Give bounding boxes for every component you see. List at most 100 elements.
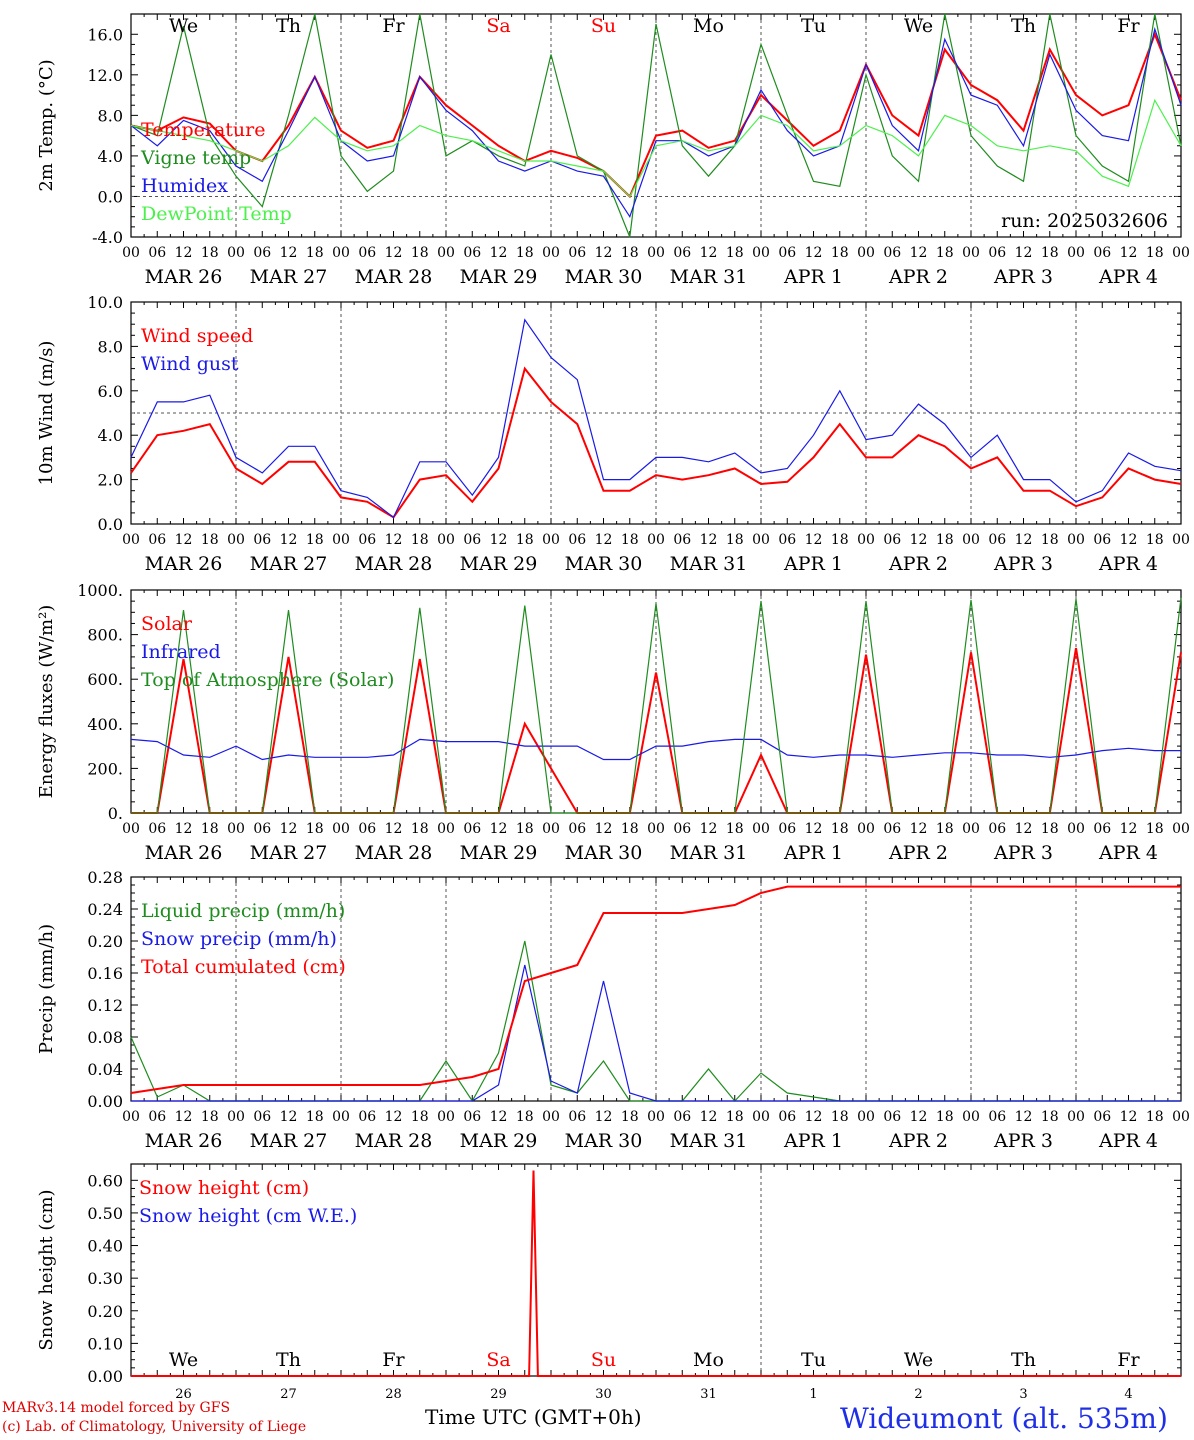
hour-label: 06 (988, 245, 1006, 261)
date-label: MAR 27 (250, 553, 328, 575)
hour-label: 06 (778, 532, 796, 548)
series-line (130, 885, 1181, 1094)
hour-label: 06 (568, 245, 586, 261)
hour-label: 18 (936, 245, 954, 261)
hour-label: 06 (358, 1109, 376, 1125)
hour-label: 18 (1146, 532, 1164, 548)
date-label: MAR 27 (250, 842, 328, 864)
date-label: MAR 26 (145, 842, 223, 864)
series-line (130, 98, 1182, 198)
y-tick-label: 0.0 (98, 515, 123, 534)
date-label: MAR 31 (670, 266, 748, 288)
y-axis-label: Energy fluxes (W/m²) (36, 605, 57, 799)
hour-label: 18 (516, 821, 534, 837)
y-axis-label: 2m Temp. (°C) (36, 59, 57, 191)
hour-label: 12 (910, 821, 928, 837)
y-tick-label: 12.0 (87, 66, 123, 85)
legend-entry: Wind speed (141, 325, 253, 347)
hour-label: 00 (227, 245, 245, 261)
hour-label: 00 (1067, 245, 1085, 261)
date-label: APR 2 (888, 842, 948, 864)
hour-label: 00 (542, 245, 560, 261)
day-label: Fr (382, 15, 405, 37)
day-label: Fr (1117, 15, 1140, 37)
date-label: MAR 30 (565, 842, 643, 864)
hour-label: 00 (647, 821, 665, 837)
hour-label: 06 (1093, 245, 1111, 261)
series-line (130, 318, 1182, 519)
date-label: APR 2 (888, 553, 948, 575)
series-line (130, 31, 1182, 199)
date-label: APR 4 (1098, 842, 1158, 864)
y-tick-label: 600. (87, 670, 123, 689)
hour-label: 18 (411, 245, 429, 261)
hour-label: 06 (463, 1109, 481, 1125)
date-label: 1 (809, 1387, 817, 1400)
y-axis-label: Precip (mm/h) (36, 924, 57, 1054)
hour-label: 00 (962, 532, 980, 548)
hour-label: 18 (1146, 245, 1164, 261)
date-label: MAR 28 (355, 842, 433, 864)
hour-label: 00 (437, 821, 455, 837)
legend-entry: Vigne temp (140, 147, 251, 169)
hour-label: 06 (253, 821, 271, 837)
legend-entry: Temperature (141, 119, 265, 141)
hour-label: 06 (568, 1109, 586, 1125)
hour-label: 18 (1146, 821, 1164, 837)
hour-label: 12 (595, 532, 613, 548)
day-label: Fr (1117, 1349, 1140, 1371)
hour-label: 18 (1146, 1109, 1164, 1125)
series-line (130, 738, 1181, 761)
hour-label: 12 (595, 1109, 613, 1125)
hour-label: 06 (883, 821, 901, 837)
y-tick-label: 0.00 (87, 1367, 123, 1386)
y-axis-label: Snow height (cm) (36, 1189, 57, 1350)
y-tick-label: 0.30 (87, 1269, 123, 1288)
date-label: APR 4 (1098, 266, 1158, 288)
date-label: APR 3 (993, 842, 1053, 864)
hour-label: 12 (1015, 245, 1033, 261)
hour-label: 06 (148, 532, 166, 548)
y-tick-label: 200. (87, 759, 123, 778)
date-label: 27 (280, 1387, 297, 1400)
hour-label: 18 (1041, 1109, 1059, 1125)
hour-label: 12 (385, 245, 403, 261)
hour-label: 00 (227, 532, 245, 548)
date-label: MAR 29 (460, 842, 538, 864)
date-label: MAR 31 (670, 553, 748, 575)
y-axis-label: 10m Wind (m/s) (36, 341, 57, 486)
date-label: MAR 31 (670, 1130, 748, 1152)
hour-label: 12 (490, 532, 508, 548)
hour-label: 06 (148, 821, 166, 837)
day-label: Sa (486, 1349, 510, 1371)
hour-label: 06 (568, 532, 586, 548)
y-tick-label: 4.0 (98, 426, 123, 445)
hour-label: 18 (831, 821, 849, 837)
y-tick-label: 0.0 (98, 187, 123, 206)
series-line (131, 1170, 1181, 1377)
hour-label: 18 (411, 1109, 429, 1125)
hour-label: 12 (700, 821, 718, 837)
date-label: MAR 29 (460, 553, 538, 575)
hour-label: 18 (831, 245, 849, 261)
y-tick-label: 0.20 (87, 1302, 123, 1321)
hour-label: 06 (148, 245, 166, 261)
hour-label: 00 (1067, 532, 1085, 548)
hour-label: 00 (542, 821, 560, 837)
day-label: We (169, 15, 198, 37)
date-label: APR 2 (888, 266, 948, 288)
hour-label: 00 (752, 245, 770, 261)
y-tick-label: 6.0 (98, 382, 123, 401)
hour-label: 00 (1172, 1109, 1190, 1125)
hour-label: 12 (280, 1109, 298, 1125)
hour-label: 18 (306, 245, 324, 261)
hour-label: 06 (148, 1109, 166, 1125)
hour-label: 00 (647, 532, 665, 548)
hour-label: 06 (778, 821, 796, 837)
hour-label: 18 (726, 1109, 744, 1125)
hour-label: 00 (332, 245, 350, 261)
date-label: APR 4 (1098, 1130, 1158, 1152)
hour-label: 00 (542, 532, 560, 548)
hour-label: 12 (175, 532, 193, 548)
y-tick-label: 0.28 (87, 868, 123, 887)
